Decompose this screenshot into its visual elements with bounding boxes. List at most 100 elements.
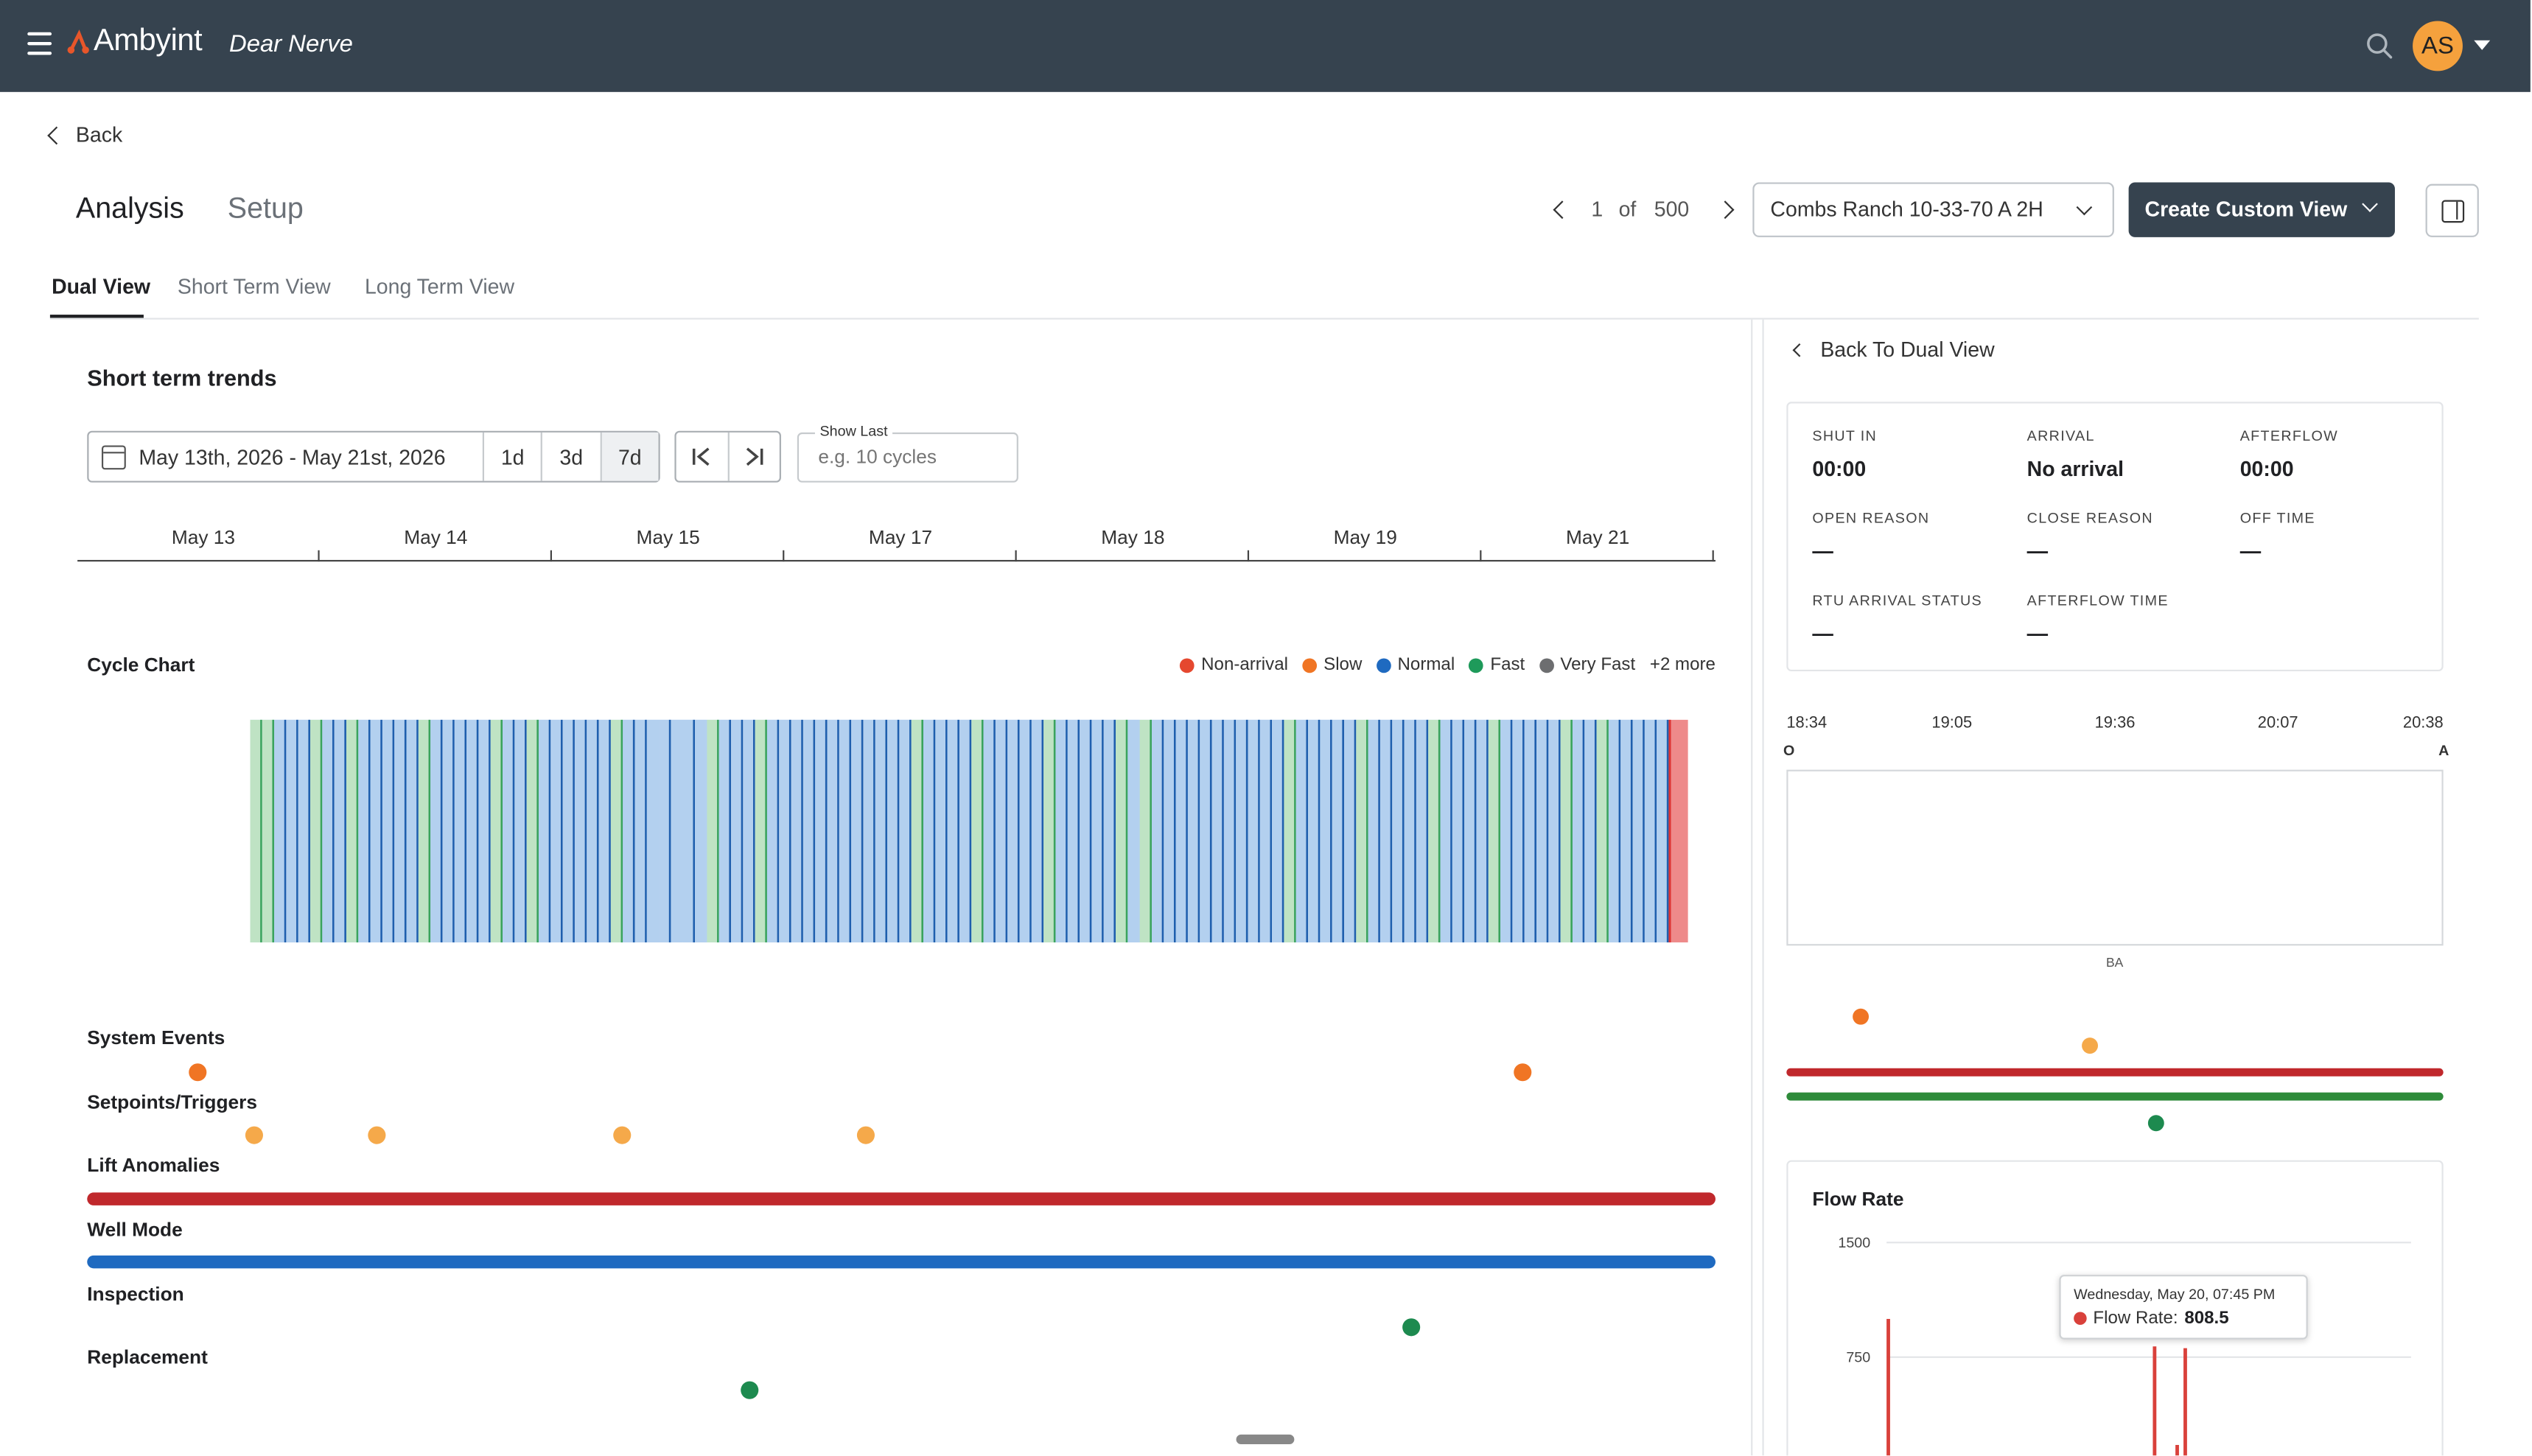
inspection-marker[interactable]	[2147, 1115, 2164, 1132]
setpoint-marker[interactable]	[368, 1126, 386, 1144]
setpoint-marker[interactable]	[245, 1126, 263, 1144]
legend-slow[interactable]: Slow	[1302, 655, 1362, 674]
cycle-bar	[538, 719, 551, 942]
cycle-bar	[659, 719, 671, 942]
cycle-bar	[442, 719, 455, 942]
date-axis-tick	[1015, 550, 1017, 562]
cycle-boundary	[1486, 719, 1489, 942]
range-1d-button[interactable]: 1d	[484, 432, 543, 481]
cycle-boundary	[272, 719, 275, 942]
cycle-boundary	[1173, 719, 1176, 942]
cycle-bar	[1248, 719, 1260, 942]
cycle-boundary	[1318, 719, 1321, 942]
cycle-boundary	[1618, 719, 1621, 942]
cycle-bar	[1259, 719, 1273, 942]
show-last-field[interactable]: Show Last	[797, 422, 1018, 483]
menu-icon[interactable]	[27, 32, 52, 57]
cycle-boundary	[1209, 719, 1212, 942]
legend-more-link[interactable]: +2 more	[1649, 655, 1716, 675]
time-axis-label: 19:36	[2094, 715, 2136, 733]
system-event-marker[interactable]	[189, 1063, 207, 1082]
cycle-boundary	[897, 719, 900, 942]
inspection-marker[interactable]	[1402, 1318, 1421, 1337]
back-link[interactable]: Back	[47, 122, 122, 147]
well-mode-bar[interactable]	[1786, 1092, 2444, 1101]
replacement-marker[interactable]	[741, 1381, 759, 1399]
avatar[interactable]: AS	[2413, 21, 2463, 71]
create-custom-view-button[interactable]: Create Custom View	[2128, 182, 2395, 237]
legend-fast[interactable]: Fast	[1469, 655, 1525, 674]
cycle-boundary	[921, 719, 924, 942]
cycle-chart[interactable]	[250, 719, 1688, 942]
flow-rate-tooltip: Wednesday, May 20, 07:45 PM Flow Rate: 8…	[2059, 1275, 2308, 1340]
tab-dual-view[interactable]: Dual View	[52, 274, 151, 299]
setpoint-marker[interactable]	[613, 1126, 632, 1144]
setpoint-marker[interactable]	[2082, 1037, 2098, 1054]
chevron-down-icon[interactable]	[2474, 40, 2491, 50]
lift-anomalies-bar[interactable]	[1786, 1068, 2444, 1077]
cycle-bar	[1644, 719, 1657, 942]
cycle-bar	[1007, 719, 1020, 942]
cycle-boundary	[609, 719, 611, 942]
cycle-boundary	[1029, 719, 1032, 942]
skip-first-button[interactable]	[676, 432, 729, 481]
date-axis-label: May 15	[636, 525, 700, 549]
well-select[interactable]: Combs Ranch 10-33-70 A 2H	[1752, 182, 2114, 237]
lift-anomalies-label: Lift Anomalies	[87, 1153, 220, 1177]
setpoint-marker[interactable]	[856, 1126, 875, 1144]
cycle-bar	[1164, 719, 1176, 942]
inspection-label: Inspection	[87, 1283, 184, 1306]
tab-short-term-view[interactable]: Short Term View	[177, 274, 331, 299]
flow-rate-chart[interactable]: 1500 750	[1786, 1218, 2443, 1456]
cycle-bar-non-arrival	[1668, 719, 1688, 942]
calendar-icon	[101, 444, 126, 469]
cycle-bar	[1091, 719, 1104, 942]
legend-non-arrival[interactable]: Non-arrival	[1180, 655, 1288, 674]
cycle-boundary	[1630, 719, 1633, 942]
cycle-boundary	[1570, 719, 1573, 942]
cycle-detail-chart[interactable]	[1786, 769, 2444, 946]
date-range-picker[interactable]: May 13th, 2026 - May 21st, 2026 1d 3d 7d	[87, 430, 660, 483]
next-well-button[interactable]	[1716, 200, 1735, 220]
range-7d-button[interactable]: 7d	[601, 432, 659, 481]
back-to-dual-view-link[interactable]: Back To Dual View	[1792, 337, 1995, 362]
time-axis-label: 19:05	[1931, 715, 1973, 733]
cycle-skip-group	[674, 430, 781, 483]
cycle-boundary	[296, 719, 298, 942]
system-event-marker[interactable]	[1514, 1063, 1532, 1082]
legend-dot	[1539, 657, 1554, 673]
panel-toggle-button[interactable]	[2425, 183, 2479, 237]
cycle-boundary	[1222, 719, 1224, 942]
search-icon[interactable]	[2366, 32, 2393, 60]
cycle-bar	[382, 719, 395, 942]
well-mode-bar[interactable]	[87, 1255, 1716, 1269]
drag-handle[interactable]	[1236, 1434, 1295, 1445]
skip-last-button[interactable]	[729, 433, 780, 481]
time-axis-label: 20:07	[2257, 715, 2298, 733]
cycle-bar	[1464, 719, 1477, 942]
cycle-bar	[1440, 719, 1452, 942]
cycle-boundary	[573, 719, 575, 942]
tab-setup[interactable]: Setup	[227, 192, 304, 225]
tooltip-value-row: Flow Rate: 808.5	[2074, 1309, 2293, 1328]
system-event-marker[interactable]	[1853, 1008, 1870, 1025]
prev-well-button[interactable]	[1553, 200, 1572, 220]
cycle-boundary	[717, 719, 719, 942]
tab-long-term-view[interactable]: Long Term View	[364, 274, 515, 299]
cycle-bar	[623, 719, 635, 942]
cycle-bar	[682, 719, 696, 942]
cycle-bar	[911, 719, 924, 942]
range-3d-button[interactable]: 3d	[543, 432, 602, 481]
lift-anomalies-bar[interactable]	[87, 1192, 1716, 1205]
tab-analysis[interactable]: Analysis	[75, 192, 184, 225]
cycle-boundary	[1294, 719, 1296, 942]
show-last-input[interactable]	[818, 445, 996, 469]
date-range-field[interactable]: May 13th, 2026 - May 21st, 2026	[88, 432, 484, 481]
legend-very-fast[interactable]: Very Fast	[1539, 655, 1635, 674]
cycle-bar	[1200, 719, 1212, 942]
cycle-bar	[1272, 719, 1284, 942]
cycle-bar	[1596, 719, 1609, 942]
legend-normal[interactable]: Normal	[1377, 655, 1455, 674]
date-axis-tick	[1247, 550, 1250, 562]
org-name: Dear Nerve	[228, 30, 353, 58]
